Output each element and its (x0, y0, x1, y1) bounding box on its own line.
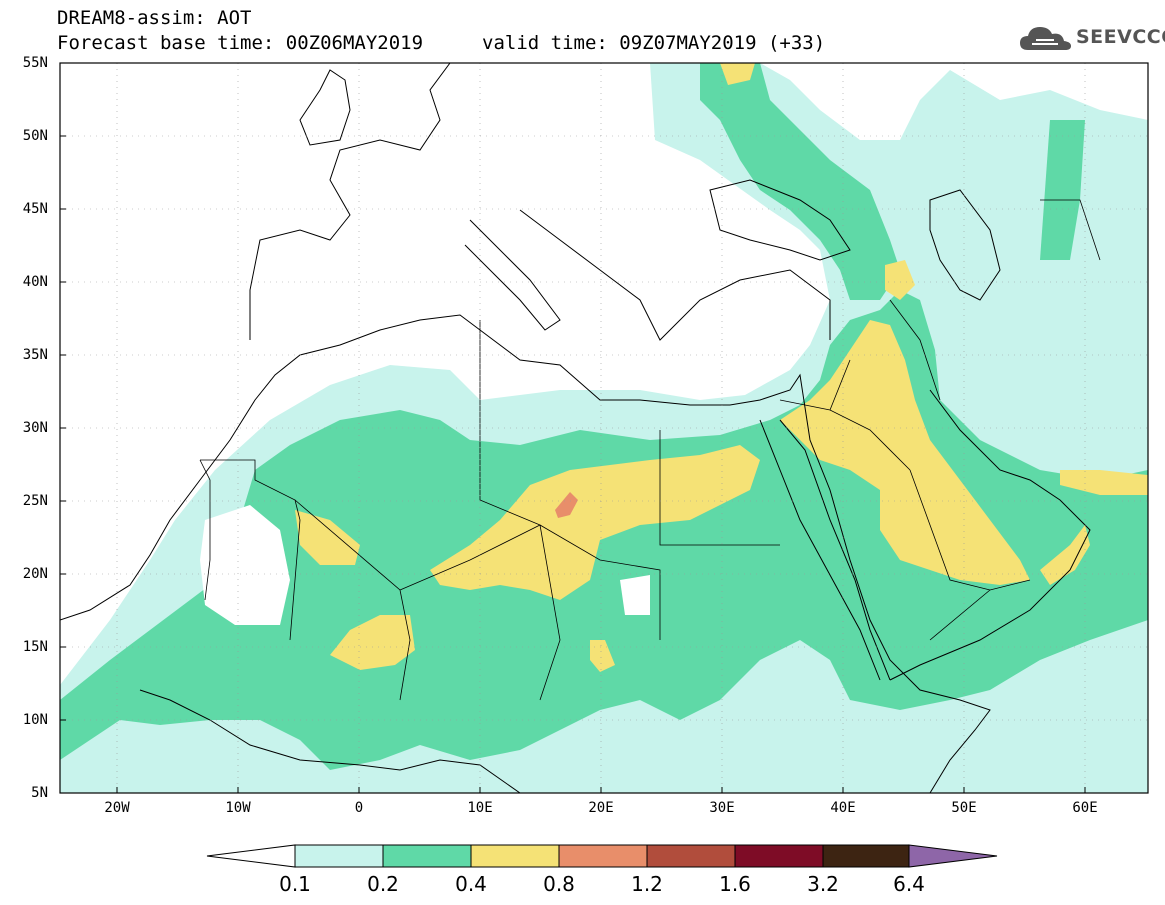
colorbar-below-triangle (206, 844, 296, 868)
britain (299, 69, 351, 146)
colorbar-label: 1.6 (719, 872, 751, 896)
caspian-sea (929, 189, 1001, 301)
red-sea-east (779, 419, 891, 681)
italy-coast (464, 219, 561, 331)
clear-area-mauritania (200, 505, 290, 625)
colorbar-label: 0.8 (543, 872, 575, 896)
lat-label: 15N (22, 639, 48, 655)
lon-label: 20W (104, 800, 130, 816)
valid-time: valid time: 09Z07MAY2019 (+33) (482, 32, 826, 54)
lat-label: 50N (22, 128, 48, 144)
colorbar-segment-0.1 (294, 844, 384, 868)
lat-label: 55N (22, 55, 48, 71)
lat-label: 45N (22, 201, 48, 217)
aot-band-0.2-caspian (700, 63, 900, 300)
gulf-of-guinea-coast (139, 689, 521, 793)
arabia-coast (889, 389, 1091, 681)
colorbar-label: 0.4 (455, 872, 487, 896)
seevccc-logo: SEEVCCC (1018, 22, 1165, 56)
lon-label: 40E (830, 800, 856, 816)
colorbar-label: 0.2 (367, 872, 399, 896)
colorbar-segment-0.2 (382, 844, 472, 868)
lon-label: 10E (467, 800, 493, 816)
aot-band-0.4-sahel (330, 615, 415, 670)
lat-label: 20N (22, 566, 48, 582)
lat-label: 25N (22, 493, 48, 509)
lat-label: 10N (22, 712, 48, 728)
colorbar-above-triangle (908, 844, 998, 868)
lon-label: 50E (951, 800, 977, 816)
aot-band-0.4-chad (590, 640, 615, 672)
aot-band-0.4-caucasus (885, 260, 915, 300)
colorbar-segment-0.4 (470, 844, 560, 868)
lat-label: 40N (22, 274, 48, 290)
aot-band-0.4-north (720, 63, 755, 85)
aot-band-0.8 (555, 492, 578, 518)
lon-label: 30E (709, 800, 735, 816)
aot-field (60, 63, 1148, 793)
colorbar-label: 1.2 (631, 872, 663, 896)
map-title: DREAM8-assim: AOT (57, 7, 252, 29)
aot-band-0.4-gulf (1060, 470, 1148, 495)
black-sea (709, 179, 851, 261)
lat-label: 30N (22, 420, 48, 436)
africa-coastline (60, 314, 991, 793)
lat-label: 5N (31, 785, 48, 801)
lat-label: 35N (22, 347, 48, 363)
logo-label: SEEVCCC (1076, 26, 1165, 48)
axis-ticks (60, 62, 1086, 793)
lon-label: 20E (588, 800, 614, 816)
borders (199, 199, 1101, 701)
colorbar-label: 6.4 (893, 872, 925, 896)
colorbar-segment-0.8 (558, 844, 648, 868)
colorbar-segment-1.2 (646, 844, 736, 868)
colorbar-segment-3.2 (822, 844, 910, 868)
cloud-icon (1020, 27, 1071, 50)
colorbar-segment-1.6 (734, 844, 824, 868)
lon-label: 60E (1072, 800, 1098, 816)
colorbar (206, 844, 998, 868)
aot-band-0.4-oman (1040, 525, 1090, 585)
aot-band-0.2-central-asia (1040, 120, 1085, 260)
coastlines (60, 63, 1091, 793)
europe-coast (249, 63, 451, 340)
forecast-base-time: Forecast base time: 00Z06MAY2019 (57, 32, 424, 54)
aot-band-0.4-arabia (780, 320, 1030, 585)
clear-area-egypt (620, 575, 650, 615)
colorbar-label: 3.2 (807, 872, 839, 896)
red-sea-west (759, 419, 881, 681)
colorbar-label: 0.1 (279, 872, 311, 896)
lon-label: 0 (354, 800, 364, 816)
lon-label: 10W (225, 800, 251, 816)
aot-band-0.4-west-sahara (295, 510, 360, 565)
graticule (60, 63, 1148, 793)
balkan-coast (519, 209, 831, 341)
aot-band-0.4-sahara (430, 445, 760, 600)
